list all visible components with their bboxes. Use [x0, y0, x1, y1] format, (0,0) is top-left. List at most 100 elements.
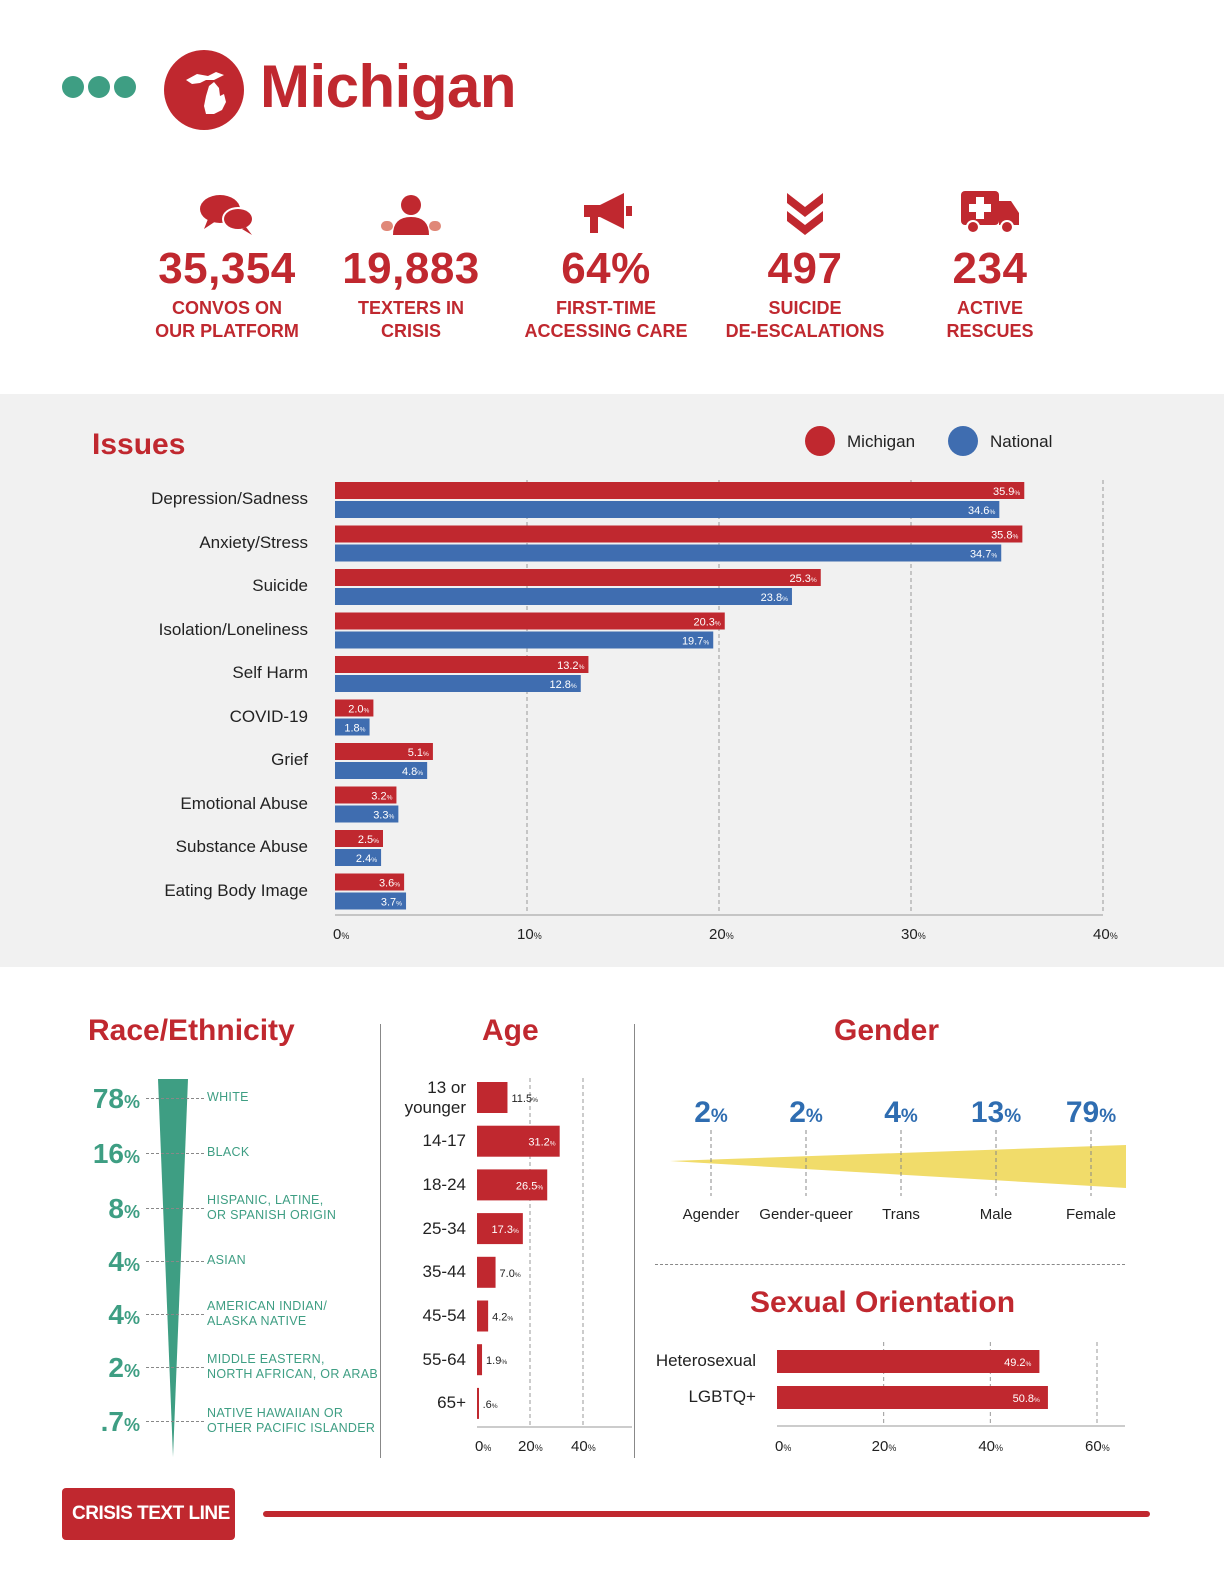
bar-michigan [335, 569, 821, 586]
race-value: 16% [92, 1138, 140, 1169]
age-label: 35-44 [422, 1262, 466, 1282]
bar-national [335, 675, 581, 692]
bar-national [335, 588, 792, 605]
bar-value-label: 49.2% [1004, 1357, 1031, 1369]
page-title: Michigan [260, 53, 517, 120]
bar-value-label: .6% [483, 1399, 498, 1411]
race-leader-line [146, 1153, 204, 1154]
sexual-orientation-title: Sexual Orientation [750, 1286, 1016, 1319]
stat-texters: 19,883 TEXTERS IN CRISIS [311, 185, 511, 343]
bar-michigan [335, 656, 589, 673]
stat-de-escalations: 497 SUICIDE DE-ESCALATIONS [705, 185, 905, 343]
age-bar [477, 1300, 489, 1332]
issue-label: COVID-19 [229, 706, 308, 726]
divider [655, 1264, 1125, 1265]
race-label: MIDDLE EASTERN, NORTH AFRICAN, OR ARAB [207, 1352, 378, 1381]
person-icon [311, 185, 511, 237]
bar-michigan [335, 612, 725, 630]
race-label: ASIAN [207, 1253, 247, 1267]
issue-label: Substance Abuse [175, 837, 308, 856]
race-leader-line [146, 1261, 204, 1262]
megaphone-icon [506, 185, 706, 237]
gender-value: 2% [789, 1096, 823, 1129]
age-label: 18-24 [422, 1174, 466, 1194]
race-leader-line [146, 1208, 204, 1209]
race-label: BLACK [207, 1145, 250, 1159]
stat-value: 234 [952, 244, 1028, 293]
bar-national [335, 501, 1000, 518]
stat-first-time: 64% FIRST-TIME ACCESSING CARE [506, 185, 706, 343]
issues-chart: 0% 10% 20% 30% 40%35.9%34.6%35.8%34.7%25.3%2… [333, 480, 1118, 943]
issue-label: Isolation/Loneliness [158, 619, 308, 639]
age-chart: 0% 20% 40% 11.5% 31.2% 26.5% 17.3% 7.0% 4.2% 1.9%… [475, 1078, 632, 1455]
x-tick-label: 20% [709, 926, 734, 943]
x-tick-label: 40% [978, 1438, 1003, 1455]
gender-label: Agender [682, 1206, 740, 1223]
issue-label: Self Harm [232, 663, 308, 682]
bar-value-label: 2.0% [348, 704, 369, 716]
bar-value-label: 31.2% [528, 1137, 555, 1149]
stat-value: 497 [767, 244, 843, 293]
gender-label: Gender-queer [759, 1206, 853, 1223]
bar-value-label: 11.5% [511, 1093, 538, 1105]
x-tick-label: 40% [1093, 926, 1118, 943]
gender-label: Trans [882, 1206, 920, 1223]
issue-label: Eating Body Image [164, 880, 308, 900]
legend-michigan-label: Michigan [847, 432, 916, 451]
gender-value: 13% [970, 1096, 1022, 1129]
age-label: 14-17 [422, 1131, 466, 1151]
age-bar [477, 1125, 560, 1157]
bar-michigan [335, 525, 1023, 543]
bar-michigan [335, 873, 405, 891]
x-tick-label: 0% [775, 1438, 791, 1455]
race-leader-line [146, 1314, 204, 1315]
bar-national [335, 544, 1002, 562]
x-tick-label: 40% [571, 1438, 596, 1455]
bar-value-label: 19.7% [682, 636, 709, 648]
race-label: WHITE [207, 1090, 249, 1104]
race-leader-line [146, 1367, 204, 1368]
bar-value-label: 2.5% [358, 834, 379, 846]
bar-value-label: 35.8% [991, 530, 1018, 542]
bar-michigan [335, 482, 1025, 499]
race-label: HISPANIC, LATINE, OR SPANISH ORIGIN [207, 1193, 337, 1222]
stat-convos: 35,354 CONVOS ON OUR PLATFORM [127, 185, 327, 343]
bar-value-label: 20.3% [693, 617, 720, 629]
bar-value-label: 17.3% [492, 1224, 519, 1236]
stat-label: TEXTERS IN CRISIS [357, 298, 464, 341]
ambulance-icon [890, 185, 1090, 237]
race-title: Race/Ethnicity [88, 1014, 295, 1047]
stat-label: FIRST-TIME ACCESSING CARE [524, 298, 688, 341]
gender-value: 79% [1065, 1096, 1117, 1129]
bar-value-label: 3.7% [381, 897, 402, 909]
bar-value-label: 5.1% [408, 747, 429, 759]
gender-wedge [670, 1130, 1126, 1196]
bar-national [335, 892, 407, 910]
race-value: 2% [108, 1352, 140, 1383]
double-chevron-down-icon [705, 185, 905, 237]
race-value: 4% [108, 1299, 140, 1330]
issue-label: Anxiety/Stress [199, 532, 308, 552]
race-value: 78% [92, 1083, 140, 1114]
age-bar [477, 1082, 508, 1113]
bar-michigan [335, 743, 433, 760]
bar-value-label: 12.8% [549, 679, 576, 691]
bar-value-label: 4.2% [492, 1312, 513, 1324]
orientation-bar [777, 1350, 1040, 1373]
bar-value-label: 23.8% [761, 592, 788, 604]
bar-national [335, 718, 370, 736]
michigan-state-icon [164, 50, 244, 130]
race-label: NATIVE HAWAIIAN OR OTHER PACIFIC ISLANDER [207, 1406, 376, 1435]
decorative-dots [62, 76, 142, 100]
x-tick-label: 60% [1085, 1438, 1110, 1455]
bar-value-label: 34.7% [970, 549, 997, 561]
issue-label: Grief [271, 750, 308, 769]
age-label: 55-64 [422, 1349, 466, 1369]
orientation-label: Heterosexual [655, 1351, 756, 1370]
age-bar [477, 1256, 496, 1288]
crisis-text-line-logo: CRISIS TEXT LINE | [62, 1488, 235, 1576]
race-leader-line [146, 1421, 204, 1422]
bar-value-label: 3.2% [371, 791, 392, 803]
issue-label: Suicide [252, 576, 308, 595]
orientation-bar [777, 1386, 1048, 1409]
